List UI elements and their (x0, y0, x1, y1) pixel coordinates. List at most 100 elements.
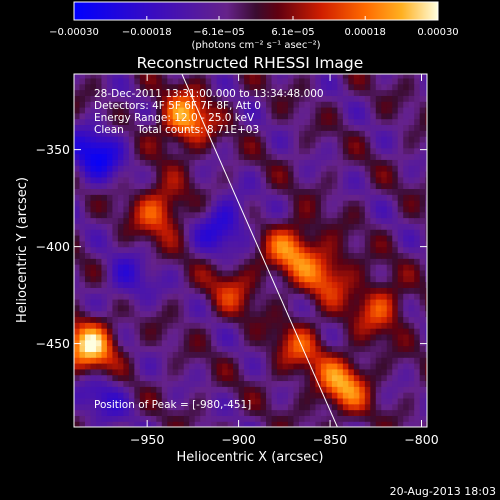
heatmap-cell (238, 170, 245, 178)
heatmap-cell (277, 118, 284, 126)
heatmap-cell (408, 118, 415, 126)
heatmap-cell (167, 269, 174, 277)
heatmap-cell (359, 310, 366, 318)
heatmap-cell (397, 392, 404, 399)
heatmap-cell (156, 345, 163, 352)
heatmap-cell (364, 74, 371, 79)
heatmap-cell (359, 409, 366, 416)
heatmap-cell (79, 159, 86, 166)
heatmap-cell (386, 374, 393, 382)
heatmap-cell (331, 258, 338, 265)
heatmap-cell (167, 112, 174, 120)
heatmap-cell (139, 170, 146, 178)
heatmap-cell (304, 409, 311, 416)
heatmap-cell (271, 182, 278, 190)
heatmap-cell (315, 397, 322, 405)
heatmap-cell (386, 258, 393, 265)
heatmap-cell (260, 106, 267, 114)
heatmap-cell (84, 176, 92, 184)
heatmap-cell (359, 397, 366, 405)
heatmap-cell (233, 200, 240, 207)
heatmap-cell (79, 130, 86, 137)
heatmap-cell (222, 211, 229, 219)
heatmap-cell (266, 357, 273, 364)
heatmap-cell (403, 386, 410, 393)
heatmap-cell (134, 159, 141, 166)
heatmap-cell (326, 403, 333, 411)
heatmap-cell (156, 229, 163, 236)
heatmap-cell (233, 240, 240, 248)
heatmap-cell (95, 112, 103, 120)
heatmap-cell (172, 165, 179, 172)
heatmap-cell (386, 293, 393, 300)
heatmap-cell (106, 188, 114, 195)
heatmap-cell (134, 351, 141, 358)
heatmap-cell (200, 200, 207, 207)
heatmap-cell (211, 194, 218, 201)
heatmap-cell (419, 322, 426, 329)
heatmap-cell (145, 211, 152, 219)
heatmap-cell (211, 118, 218, 126)
heatmap-cell (309, 258, 317, 265)
heatmap-cell (106, 421, 114, 427)
heatmap-cell (145, 328, 152, 335)
heatmap-cell (200, 112, 207, 120)
heatmap-cell (425, 106, 427, 114)
heatmap-cell (106, 118, 114, 126)
heatmap-cell (381, 101, 388, 108)
heatmap-cell (134, 269, 141, 277)
heatmap-cell (255, 258, 262, 265)
heatmap-cell (183, 269, 190, 277)
heatmap-cell (112, 275, 119, 283)
heatmap-cell (112, 112, 119, 120)
heatmap-cell (227, 246, 234, 254)
heatmap-cell (90, 130, 97, 137)
heatmap-cell (392, 386, 399, 393)
heatmap-cell (414, 77, 421, 85)
heatmap-cell (408, 246, 415, 254)
heatmap-cell (419, 345, 426, 352)
heatmap-cell (95, 362, 103, 370)
heatmap-cell (277, 147, 284, 155)
heatmap-cell (233, 316, 240, 323)
heatmap-cell (128, 316, 135, 323)
heatmap-cell (348, 136, 355, 143)
heatmap-cell (134, 141, 141, 149)
heatmap-cell (260, 421, 267, 427)
heatmap-cell (156, 112, 163, 120)
heatmap-cell (90, 362, 97, 370)
heatmap-cell (139, 357, 146, 364)
heatmap-cell (178, 392, 185, 399)
heatmap-cell (249, 374, 256, 382)
heatmap-cell (298, 333, 306, 341)
heatmap-cell (101, 403, 108, 411)
heatmap-cell (194, 83, 201, 91)
heatmap-cell (287, 380, 295, 387)
heatmap-cell (205, 397, 212, 405)
heatmap-cell (331, 234, 338, 242)
heatmap-cell (84, 153, 92, 160)
heatmap-cell (95, 421, 103, 427)
heatmap-cell (320, 362, 328, 370)
heatmap-cell (271, 357, 278, 364)
heatmap-cell (222, 252, 229, 259)
heatmap-cell (320, 281, 328, 288)
heatmap-cell (370, 368, 377, 376)
heatmap-cell (183, 304, 190, 312)
heatmap-cell (337, 112, 344, 120)
heatmap-cell (161, 229, 168, 236)
heatmap-cell (183, 258, 190, 265)
heatmap-cell (375, 153, 382, 160)
heatmap-cell (370, 223, 377, 230)
heatmap-cell (145, 223, 152, 230)
heatmap-cell (167, 264, 174, 271)
heatmap-cell (304, 275, 311, 283)
heatmap-cell (178, 130, 185, 137)
heatmap-cell (266, 211, 273, 219)
heatmap-cell (216, 223, 223, 230)
heatmap-cell (271, 362, 278, 370)
heatmap-cell (101, 415, 108, 422)
heatmap-cell (375, 386, 382, 393)
heatmap-cell (381, 386, 388, 393)
heatmap-cell (227, 77, 234, 85)
